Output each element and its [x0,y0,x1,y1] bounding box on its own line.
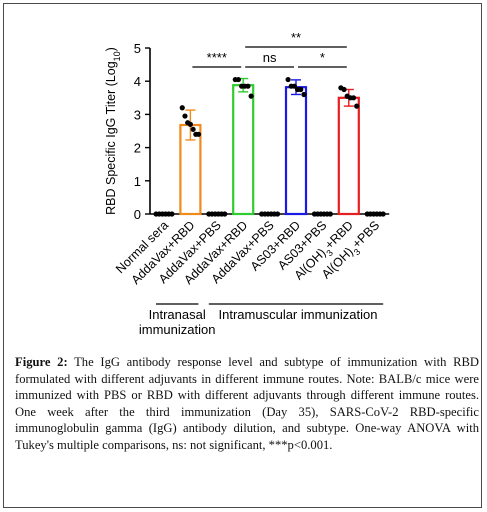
group-label: Intramuscular immunization [219,307,378,322]
data-point [380,211,386,217]
y-tick-label: 3 [134,107,141,122]
data-point [245,83,251,89]
bar [284,86,308,216]
bar [337,96,360,216]
bar [232,84,255,216]
data-point [327,211,333,217]
data-point [341,86,347,93]
data-point [248,93,254,99]
caption-text: The IgG antibody response level and subt… [15,355,479,452]
data-point [222,211,228,217]
figure-frame: 0 1 2 3 4 5 RBD Specific IgG Titer (Log10) Norm… [3,3,482,508]
y-tick-label: 4 [134,74,141,89]
group-label: Intranasal [149,307,206,322]
data-point [182,113,188,119]
data-point [285,76,291,83]
data-point [298,86,304,93]
data-point [274,211,281,217]
significance-label: ** [291,30,301,45]
data-point [354,103,360,109]
y-axis-label: RBD Specific IgG Titer (Log10) [104,47,122,215]
y-tick-label: 1 [134,174,141,189]
data-point [187,121,193,127]
y-tick-label: 5 [134,41,141,56]
figure-caption: Figure 2: The IgG antibody response leve… [15,354,479,453]
data-point [291,83,298,89]
group-label: immunization [139,322,216,337]
data-point [190,126,196,132]
y-tick-label: 0 [134,207,141,222]
significance-label: **** [207,50,227,65]
data-point [350,95,357,101]
data-point [195,131,202,137]
y-tick-label: 2 [134,141,141,156]
data-point [301,91,307,98]
data-point [169,211,175,217]
figure-label: Figure 2: [15,355,68,369]
data-point [179,105,185,111]
data-point [235,76,242,83]
significance-label: * [320,50,325,65]
significance-label: ns [263,50,277,65]
